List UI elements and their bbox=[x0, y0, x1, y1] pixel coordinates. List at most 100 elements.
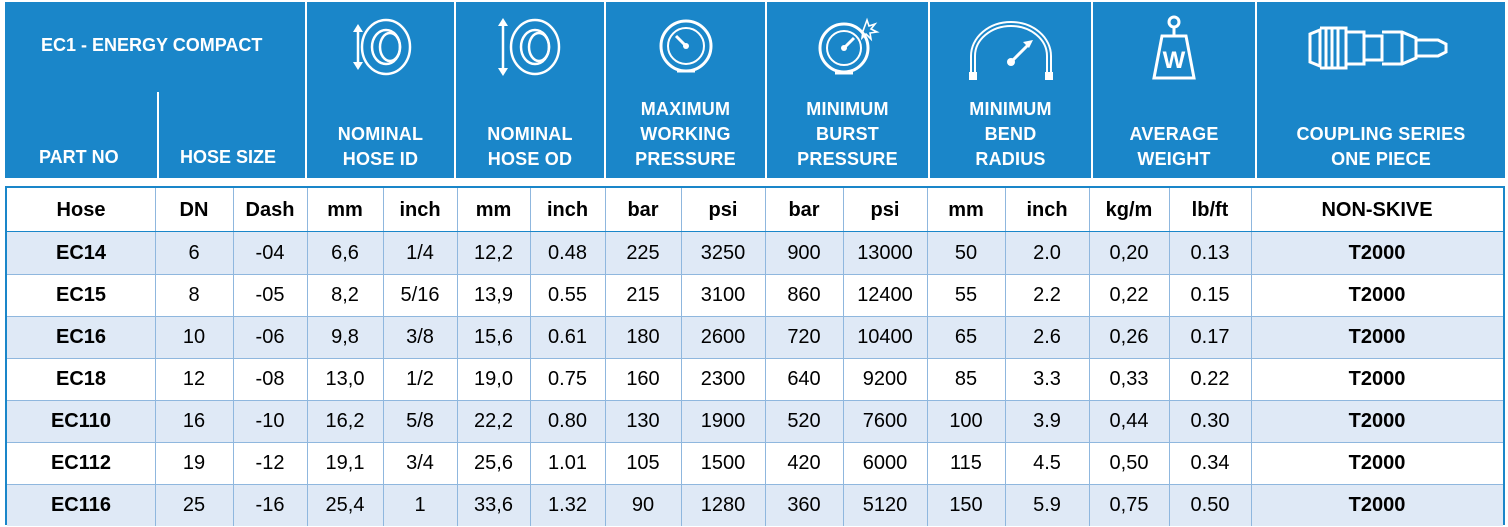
row-divider-line bbox=[7, 484, 1503, 485]
table-row: EC15 8 -05 8,2 5/16 13,9 0.55 215 3100 860 12400 55… bbox=[7, 274, 1503, 316]
column-divider bbox=[843, 232, 844, 274]
column-divider bbox=[605, 188, 606, 232]
table-cell: 0,44 bbox=[1109, 409, 1149, 432]
column-divider bbox=[1089, 358, 1090, 400]
specifications-table: Hose DN Dash mm inch mm inch bar psi bar psi mm inch… bbox=[5, 186, 1505, 526]
column-header: inch bbox=[399, 198, 441, 221]
column-divider bbox=[605, 274, 606, 316]
column-divider bbox=[681, 188, 682, 232]
table-cell: 0,20 bbox=[1109, 241, 1149, 264]
column-divider bbox=[605, 400, 606, 442]
table-cell: 5/16 bbox=[400, 283, 440, 306]
column-divider bbox=[155, 400, 156, 442]
row-divider-line bbox=[7, 442, 1503, 443]
column-divider bbox=[155, 188, 156, 232]
table-cell: 1/4 bbox=[406, 241, 434, 264]
table-cell: 420 bbox=[787, 451, 821, 474]
table-cell: 900 bbox=[787, 241, 821, 264]
column-divider bbox=[681, 274, 682, 316]
table-cell: 0,26 bbox=[1109, 325, 1149, 348]
column-divider bbox=[1089, 316, 1090, 358]
column-divider bbox=[383, 232, 384, 274]
table-cell: 0,50 bbox=[1109, 451, 1149, 474]
column-divider bbox=[155, 484, 156, 526]
table-cell: 12,2 bbox=[474, 241, 513, 264]
column-divider bbox=[843, 400, 844, 442]
column-divider bbox=[681, 442, 682, 484]
column-divider bbox=[383, 400, 384, 442]
svg-text:W: W bbox=[1163, 47, 1186, 74]
column-divider bbox=[1251, 232, 1252, 274]
column-divider bbox=[307, 484, 308, 526]
row-divider-line bbox=[7, 274, 1503, 275]
column-divider bbox=[530, 400, 531, 442]
column-divider bbox=[1169, 442, 1170, 484]
column-divider bbox=[1005, 400, 1006, 442]
header-bend-radius-label: MINIMUM BEND RADIUS bbox=[969, 99, 1052, 169]
table-cell: -10 bbox=[255, 409, 285, 432]
column-divider bbox=[530, 274, 531, 316]
column-divider bbox=[1169, 232, 1170, 274]
column-divider bbox=[681, 232, 682, 274]
column-divider bbox=[1005, 484, 1006, 526]
table-cell: 4.5 bbox=[1033, 451, 1061, 474]
column-divider bbox=[530, 358, 531, 400]
column-header: Hose bbox=[56, 198, 106, 221]
table-cell: 0.50 bbox=[1190, 493, 1230, 516]
column-divider bbox=[1251, 484, 1252, 526]
header-hose-od-label: NOMINAL HOSE OD bbox=[487, 124, 573, 169]
column-divider bbox=[457, 484, 458, 526]
column-divider bbox=[843, 484, 844, 526]
table-cell: 12400 bbox=[857, 283, 913, 306]
column-divider bbox=[307, 274, 308, 316]
table-cell: EC116 bbox=[50, 493, 112, 516]
table-row: EC110 16 -10 16,2 5/8 22,2 0.80 130 1900 520 7600 1… bbox=[7, 400, 1503, 442]
column-divider bbox=[765, 316, 766, 358]
table-cell: 720 bbox=[787, 325, 821, 348]
header-hose-id: NOMINAL HOSE ID bbox=[307, 2, 454, 178]
column-divider bbox=[681, 316, 682, 358]
column-divider bbox=[383, 484, 384, 526]
column-divider bbox=[383, 442, 384, 484]
column-header: inch bbox=[546, 198, 589, 221]
table-cell: T2000 bbox=[1348, 325, 1406, 348]
column-divider bbox=[681, 484, 682, 526]
table-cell: 180 bbox=[626, 325, 660, 348]
column-header: bar bbox=[627, 198, 659, 221]
table-cell: 215 bbox=[626, 283, 660, 306]
table-cell: 6 bbox=[188, 241, 200, 264]
table-cell: EC112 bbox=[50, 451, 112, 474]
table-cell: 0.13 bbox=[1190, 241, 1230, 264]
column-divider bbox=[765, 188, 766, 232]
table-cell: 0,33 bbox=[1109, 367, 1149, 390]
table-cell: 19,0 bbox=[474, 367, 513, 390]
table-cell: 0,22 bbox=[1109, 283, 1149, 306]
table-cell: -16 bbox=[255, 493, 285, 516]
column-divider bbox=[457, 232, 458, 274]
column-divider bbox=[605, 484, 606, 526]
column-header: mm bbox=[948, 198, 984, 221]
column-divider bbox=[383, 274, 384, 316]
weight-icon: W bbox=[1093, 14, 1255, 87]
header-coupling-series: COUPLING SERIES ONE PIECE bbox=[1257, 2, 1505, 178]
coupling-icon bbox=[1257, 20, 1505, 81]
table-cell: 15,6 bbox=[474, 325, 513, 348]
table-cell: 9,8 bbox=[331, 325, 359, 348]
table-cell: 3.9 bbox=[1033, 409, 1061, 432]
table-cell: 225 bbox=[626, 241, 660, 264]
column-divider bbox=[843, 442, 844, 484]
column-divider bbox=[383, 358, 384, 400]
header-burst-pressure: MINIMUM BURST PRESSURE bbox=[767, 2, 928, 178]
table-cell: 90 bbox=[631, 493, 655, 516]
table-cell: 6,6 bbox=[331, 241, 359, 264]
column-divider bbox=[927, 400, 928, 442]
column-divider bbox=[927, 358, 928, 400]
column-divider bbox=[383, 316, 384, 358]
table-cell: 2600 bbox=[700, 325, 746, 348]
table-cell: 0.75 bbox=[548, 367, 587, 390]
table-cell: 12 bbox=[182, 367, 206, 390]
column-divider bbox=[605, 358, 606, 400]
column-divider bbox=[927, 274, 928, 316]
column-divider bbox=[681, 400, 682, 442]
table-cell: 3.3 bbox=[1033, 367, 1061, 390]
